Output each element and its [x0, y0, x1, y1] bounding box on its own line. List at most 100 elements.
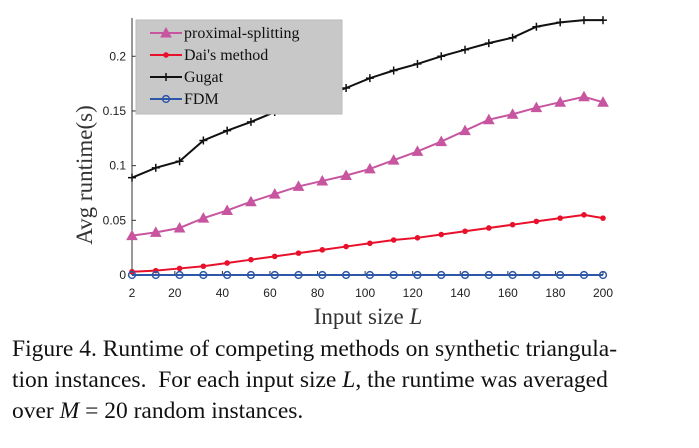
- runtime-chart: 0 0.05 0.1 0.15 0.2 2 20 40 60 80 100 120 140 160 180 2…: [72, 16, 613, 329]
- point-marker: [387, 154, 400, 165]
- point-marker: [248, 256, 254, 263]
- point-marker: [271, 253, 278, 260]
- point-marker: [176, 265, 183, 272]
- legend-item: FDM: [150, 91, 219, 108]
- x-axis-label: Input size L: [314, 304, 423, 329]
- point-marker: [581, 212, 587, 218]
- x-axis-label-var: L: [409, 304, 423, 329]
- point-marker: [508, 270, 517, 280]
- point-marker: [484, 270, 493, 280]
- x-tick-label: 100: [355, 286, 375, 300]
- point-marker: [175, 270, 184, 280]
- legend-label: Gugat: [184, 69, 224, 86]
- caption-var-m: M: [59, 398, 80, 424]
- point-marker: [413, 270, 422, 280]
- series-fdm: [127, 270, 608, 280]
- legend-item: Gugat: [150, 69, 224, 86]
- x-tick-label: 60: [263, 286, 277, 300]
- point-marker: [460, 270, 470, 280]
- point-marker: [268, 188, 281, 199]
- y-axis-label: Avg runtime(s): [72, 105, 97, 244]
- point-marker: [319, 247, 326, 253]
- point-marker: [223, 126, 232, 135]
- point-marker: [509, 221, 516, 228]
- point-marker: [461, 45, 470, 54]
- point-marker: [126, 229, 138, 241]
- point-marker: [462, 228, 468, 235]
- point-marker: [413, 59, 422, 68]
- legend-label: FDM: [184, 91, 219, 108]
- point-marker: [459, 124, 471, 136]
- point-marker: [557, 215, 563, 221]
- point-marker: [506, 108, 519, 119]
- series-dai-s-method: [129, 212, 606, 275]
- point-marker: [162, 73, 170, 81]
- point-marker: [364, 162, 376, 174]
- point-marker: [435, 135, 448, 147]
- point-marker: [340, 169, 352, 180]
- point-marker: [294, 270, 303, 280]
- point-marker: [318, 270, 327, 280]
- point-marker: [223, 270, 232, 280]
- legend-item: proximal-splitting: [150, 25, 300, 42]
- point-marker: [579, 270, 589, 280]
- point-marker: [221, 204, 234, 215]
- point-marker: [597, 96, 609, 107]
- point-marker: [437, 270, 446, 280]
- x-tick-label: 200: [593, 286, 613, 300]
- x-tick-label: 80: [311, 286, 325, 300]
- point-marker: [533, 218, 540, 225]
- y-tick-label: 0: [119, 268, 126, 282]
- point-marker: [160, 26, 172, 38]
- point-marker: [598, 270, 608, 280]
- point-marker: [365, 270, 375, 280]
- legend-label: proximal-splitting: [184, 25, 300, 42]
- point-marker: [246, 270, 256, 280]
- y-tick-label: 0.1: [109, 159, 126, 173]
- point-marker: [411, 145, 424, 156]
- point-marker: [484, 39, 493, 48]
- point-marker: [245, 195, 257, 207]
- point-marker: [437, 52, 446, 61]
- point-marker: [295, 250, 302, 256]
- point-marker: [343, 243, 349, 250]
- point-marker: [200, 263, 207, 270]
- legend-label: Dai's method: [184, 47, 268, 64]
- point-marker: [556, 18, 565, 27]
- point-marker: [161, 94, 171, 104]
- point-marker: [600, 215, 606, 221]
- point-marker: [532, 270, 541, 280]
- point-marker: [554, 96, 567, 107]
- point-marker: [342, 83, 351, 92]
- point-marker: [579, 16, 588, 25]
- point-marker: [482, 113, 495, 125]
- point-marker: [246, 117, 255, 126]
- legend: proximal-splitting Dai's method Gugat FDM: [135, 19, 343, 115]
- x-tick-label: 140: [450, 286, 470, 300]
- point-marker: [163, 52, 169, 58]
- point-marker: [173, 221, 186, 233]
- point-marker: [224, 260, 230, 266]
- point-marker: [128, 173, 136, 182]
- point-marker: [175, 157, 184, 166]
- point-marker: [270, 270, 279, 280]
- caption-var-l: L: [342, 367, 356, 393]
- point-marker: [578, 90, 590, 102]
- point-marker: [149, 226, 162, 237]
- x-tick-label: 160: [498, 286, 518, 300]
- point-marker: [127, 270, 137, 280]
- point-marker: [199, 270, 208, 280]
- caption-part-1: Figure 4. Runtime of competing methods o…: [12, 336, 618, 393]
- x-tick-label: 40: [216, 286, 230, 300]
- point-marker: [486, 225, 492, 231]
- point-marker: [341, 270, 351, 280]
- point-marker: [390, 237, 397, 243]
- point-marker: [508, 33, 517, 42]
- series-proximal-splitting: [126, 90, 609, 241]
- point-marker: [389, 270, 398, 280]
- point-marker: [292, 180, 305, 191]
- point-marker: [389, 66, 398, 75]
- figure-caption: Figure 4. Runtime of competing methods o…: [12, 334, 692, 427]
- y-tick-label: 0.2: [109, 49, 126, 63]
- y-tick-label: 0.05: [103, 213, 127, 227]
